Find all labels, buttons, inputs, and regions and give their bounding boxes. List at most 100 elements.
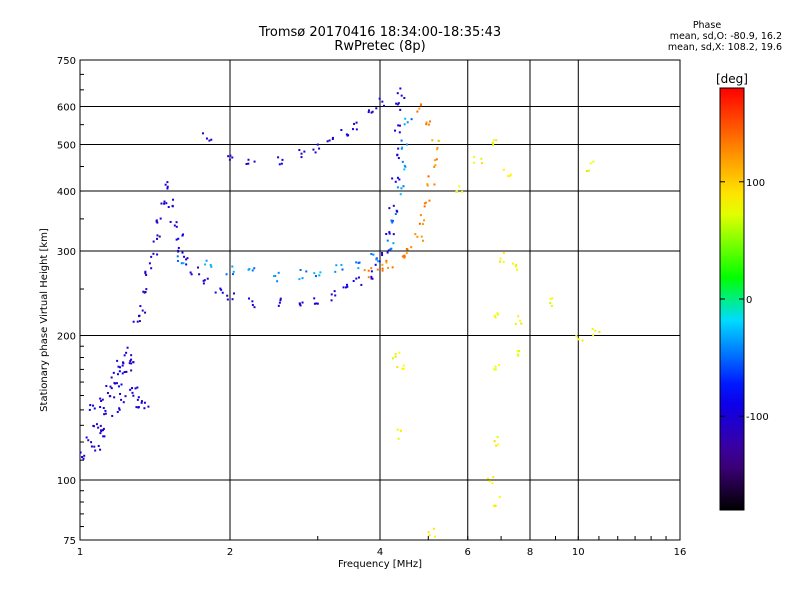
data-point: [277, 304, 280, 307]
data-point: [117, 365, 120, 368]
data-point: [319, 271, 322, 274]
data-point: [180, 262, 183, 265]
data-point: [90, 445, 93, 448]
data-point: [397, 147, 400, 150]
data-point: [400, 147, 403, 150]
data-point: [352, 280, 355, 283]
data-point: [427, 531, 430, 534]
data-point: [345, 283, 348, 286]
data-point: [416, 110, 419, 113]
data-point: [398, 351, 401, 354]
data-point: [175, 225, 178, 228]
data-point: [426, 183, 429, 186]
data-point: [92, 404, 95, 407]
data-point: [434, 164, 437, 167]
data-point: [367, 111, 370, 114]
data-point: [113, 396, 116, 399]
data-point: [135, 406, 138, 409]
data-point: [108, 395, 111, 398]
data-point: [421, 223, 424, 226]
data-point: [370, 275, 373, 278]
data-point: [388, 207, 391, 210]
data-point: [143, 401, 146, 404]
data-point: [229, 154, 232, 157]
data-point: [394, 355, 397, 358]
data-point: [209, 264, 212, 267]
data-point: [427, 123, 430, 126]
data-point: [371, 110, 374, 113]
data-point: [129, 388, 132, 391]
data-point: [395, 209, 398, 212]
data-point: [357, 276, 360, 279]
data-point: [219, 287, 222, 290]
data-point: [278, 301, 281, 304]
data-point: [388, 231, 391, 234]
data-point: [392, 204, 395, 207]
data-point: [102, 435, 105, 438]
data-point: [508, 174, 511, 177]
data-point: [203, 279, 206, 282]
data-point: [137, 406, 140, 409]
data-point: [551, 297, 554, 300]
colorbar-tick-label: 0: [746, 295, 752, 306]
data-point: [204, 263, 207, 266]
data-point: [405, 143, 408, 146]
data-point: [594, 329, 597, 332]
data-point: [109, 385, 112, 388]
data-point: [175, 221, 178, 224]
data-point: [391, 219, 394, 222]
x-tick-label: 4: [377, 547, 383, 558]
data-point: [390, 247, 393, 250]
data-point: [144, 311, 147, 314]
data-point: [231, 156, 234, 159]
data-point: [433, 535, 436, 538]
x-tick-label: 8: [527, 547, 533, 558]
data-point: [123, 371, 126, 374]
data-point: [116, 359, 119, 362]
data-point: [591, 328, 594, 331]
data-point: [300, 156, 303, 159]
data-point: [375, 258, 378, 261]
data-point: [102, 407, 105, 410]
data-point: [130, 387, 133, 390]
x-tick-label: 1: [77, 547, 83, 558]
data-point: [155, 220, 158, 223]
data-point: [299, 304, 302, 307]
data-point: [381, 254, 384, 257]
data-point: [155, 219, 158, 222]
data-point: [318, 274, 321, 277]
data-point: [396, 154, 399, 157]
data-point: [202, 282, 205, 285]
data-point: [330, 299, 333, 302]
data-point: [97, 426, 100, 429]
y-tick-label: 300: [57, 247, 76, 258]
data-point: [156, 234, 159, 237]
y-tick-label: 600: [57, 103, 76, 114]
data-point: [145, 288, 148, 291]
data-point: [397, 124, 400, 127]
data-point: [144, 270, 147, 273]
data-point: [247, 268, 250, 271]
data-point: [370, 277, 373, 280]
data-point: [346, 134, 349, 137]
data-point: [403, 256, 406, 259]
data-point: [493, 368, 496, 371]
data-point: [340, 263, 343, 266]
data-point: [185, 263, 188, 266]
data-point: [473, 155, 476, 158]
data-point: [520, 322, 523, 325]
data-point: [177, 246, 180, 249]
data-point: [397, 157, 400, 160]
data-point: [313, 297, 316, 300]
data-point: [190, 273, 193, 276]
data-point: [517, 315, 520, 318]
data-point: [401, 146, 404, 149]
data-point: [104, 409, 107, 412]
data-point: [516, 353, 519, 356]
data-point: [514, 322, 517, 325]
data-point: [233, 292, 236, 295]
data-point: [132, 361, 135, 364]
data-point: [370, 111, 373, 114]
data-point: [279, 299, 282, 302]
data-point: [425, 201, 428, 204]
